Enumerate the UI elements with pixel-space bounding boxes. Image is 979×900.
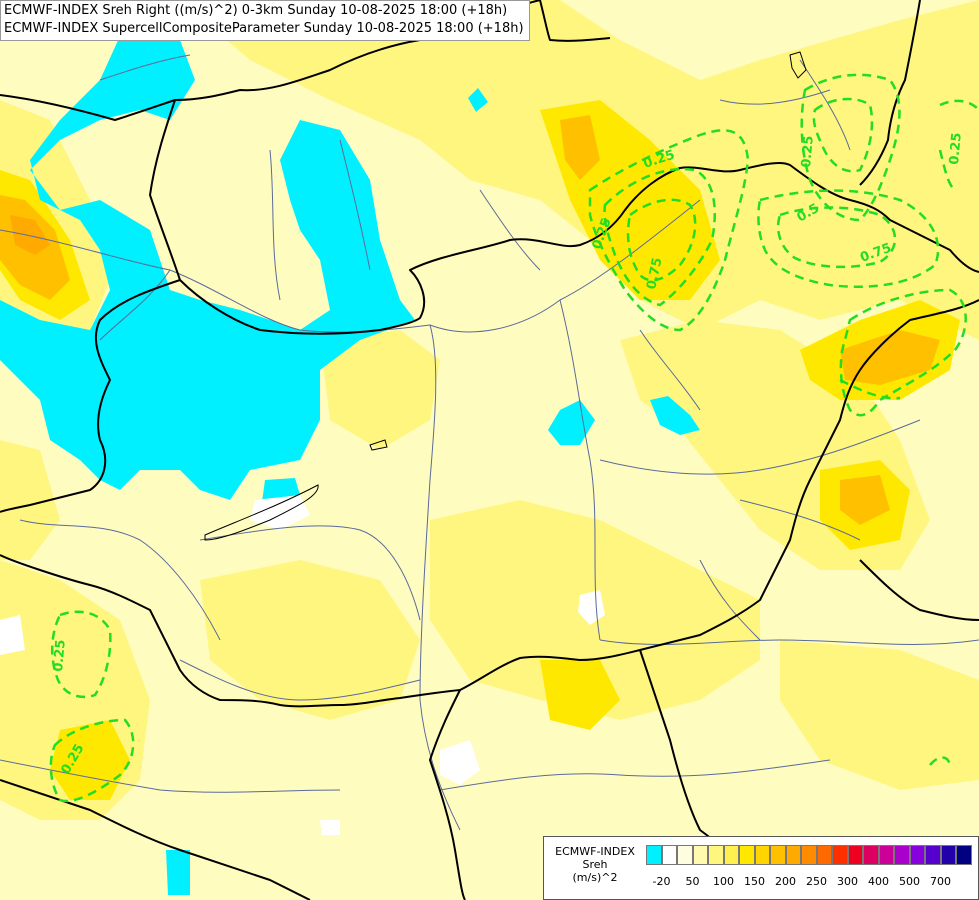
legend-tick-label: 150 [744, 875, 765, 888]
sreh-field-negative [0, 25, 700, 895]
map-title-box: ECMWF-INDEX Sreh Right ((m/s)^2) 0-3km S… [0, 0, 530, 41]
contour-label: 0.25 [947, 132, 965, 165]
legend-swatch [878, 845, 894, 865]
legend-tick-label: 50 [685, 875, 700, 888]
legend-swatch [708, 845, 724, 865]
color-legend: ECMWF-INDEX Sreh (m/s)^2 -20 50 100 150 200 2… [543, 836, 979, 900]
legend-ticks: -20 50 100 150 200 250 300 400 500 700 [646, 875, 972, 891]
lakes [204, 51, 807, 541]
legend-swatch [816, 845, 832, 865]
legend-swatch [925, 845, 941, 865]
legend-title-line: Sreh [582, 858, 608, 871]
legend-swatch [909, 845, 925, 865]
legend-swatch [863, 845, 879, 865]
sreh-field-orange [0, 115, 940, 525]
legend-swatch [692, 845, 708, 865]
legend-title-line: (m/s)^2 [572, 871, 618, 884]
legend-swatch [646, 845, 662, 865]
legend-swatch [677, 845, 693, 865]
scp-contours [49, 73, 979, 803]
legend-swatch [754, 845, 770, 865]
legend-swatch [801, 845, 817, 865]
legend-tick-label: 100 [713, 875, 734, 888]
legend-swatch [785, 845, 801, 865]
legend-swatch [770, 845, 786, 865]
legend-tick-label: 700 [930, 875, 951, 888]
legend-swatch [956, 845, 972, 865]
contour-label: 0.75 [644, 256, 665, 290]
map-title-line-1: ECMWF-INDEX Sreh Right ((m/s)^2) 0-3km S… [4, 3, 508, 18]
contour-label: 0.25 [799, 135, 817, 168]
legend-swatch [894, 845, 910, 865]
sreh-field-white [0, 495, 605, 835]
legend-swatch [832, 845, 848, 865]
legend-swatch [723, 845, 739, 865]
sreh-field-dark-orange [10, 215, 50, 255]
legend-swatch [847, 845, 863, 865]
map-title-line-2: ECMWF-INDEX SupercellCompositeParameter … [4, 21, 524, 36]
legend-swatch [661, 845, 677, 865]
legend-tick-label: 300 [837, 875, 858, 888]
legend-swatch [940, 845, 956, 865]
legend-title-line: ECMWF-INDEX [555, 845, 635, 858]
legend-title: ECMWF-INDEX Sreh (m/s)^2 [548, 845, 642, 884]
legend-tick-label: 250 [806, 875, 827, 888]
legend-tick-label: 500 [899, 875, 920, 888]
legend-tick-label: 400 [868, 875, 889, 888]
legend-tick-label: -20 [652, 875, 671, 888]
contour-label: 0.25 [51, 639, 69, 672]
legend-swatch [739, 845, 755, 865]
legend-swatches [646, 845, 972, 865]
legend-tick-label: 200 [775, 875, 796, 888]
